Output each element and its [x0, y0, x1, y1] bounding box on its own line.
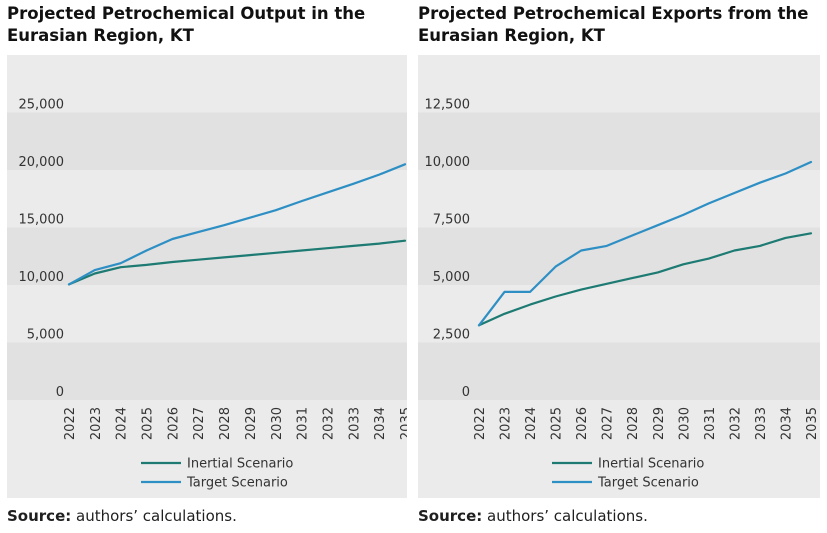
source-label: Source: — [7, 507, 72, 525]
x-tick-label: 2034 — [373, 407, 388, 440]
exports-line-chart: 0 2,500 5,000 7,500 10,000 12,500 2022 2023 2024… — [418, 55, 820, 498]
x-tick-label: 2022 — [473, 407, 488, 440]
x-tick-label: 2032 — [728, 407, 743, 440]
grid-band — [418, 112, 820, 170]
exports-chart-panel: Projected Petrochemical Exports from the… — [418, 0, 821, 533]
grid-band — [7, 227, 407, 285]
y-tick-label: 5,000 — [27, 328, 64, 343]
source-text: authors’ calculations. — [482, 507, 648, 525]
legend-label: Inertial Scenario — [187, 457, 293, 472]
x-tick-label: 2025 — [550, 407, 565, 440]
x-tick-label: 2024 — [115, 407, 130, 440]
grid-band — [7, 55, 407, 113]
source-label: Source: — [418, 507, 483, 525]
legend-label: Inertial Scenario — [598, 457, 704, 472]
source-text: authors’ calculations. — [71, 507, 237, 525]
y-tick-label: 0 — [56, 385, 64, 400]
grid-band — [418, 227, 820, 285]
grid-band — [418, 170, 820, 228]
y-tick-label: 2,500 — [433, 328, 470, 343]
source-note: Source: authors’ calculations. — [7, 507, 237, 525]
legend-label: Target Scenario — [597, 476, 699, 491]
y-tick-label: 10,000 — [425, 155, 471, 170]
x-tick-label: 2026 — [575, 407, 590, 440]
x-tick-label: 2029 — [244, 407, 259, 440]
y-tick-label: 7,500 — [433, 213, 470, 228]
x-tick-label: 2031 — [703, 407, 718, 440]
y-tick-label: 5,000 — [433, 270, 470, 285]
output-line-chart: 0 5,000 10,000 15,000 20,000 25,000 2022 2023 20… — [7, 55, 407, 498]
grid-band — [7, 285, 407, 343]
output-chart-panel: Projected Petrochemical Output in the Eu… — [7, 0, 410, 533]
grid-band — [418, 285, 820, 343]
x-tick-label: 2022 — [63, 407, 78, 440]
source-note: Source: authors’ calculations. — [418, 507, 648, 525]
grid-band — [7, 170, 407, 228]
chart-title: Projected Petrochemical Exports from the… — [418, 4, 809, 45]
x-tick-label: 2033 — [347, 407, 362, 440]
series-line — [477, 232, 813, 327]
y-tick-label: 20,000 — [19, 155, 65, 170]
y-tick-label: 10,000 — [19, 270, 65, 285]
legend-label: Target Scenario — [186, 476, 288, 491]
grid-band — [7, 342, 407, 400]
x-tick-label: 2023 — [499, 407, 514, 440]
x-tick-label: 2032 — [321, 407, 336, 440]
series-line — [67, 163, 407, 286]
x-tick-label: 2023 — [89, 407, 104, 440]
y-tick-label: 15,000 — [19, 213, 65, 228]
x-tick-label: 2034 — [779, 407, 794, 440]
chart-title: Projected Petrochemical Output in the Eu… — [7, 4, 366, 45]
x-tick-label: 2030 — [270, 407, 285, 440]
x-tick-label: 2027 — [601, 407, 616, 440]
x-tick-label: 2031 — [296, 407, 311, 440]
x-tick-label: 2029 — [652, 407, 667, 440]
x-tick-label: 2026 — [166, 407, 181, 440]
x-tick-label: 2027 — [192, 407, 207, 440]
x-tick-label: 2035 — [399, 407, 407, 440]
y-tick-label: 0 — [462, 385, 470, 400]
grid-band — [418, 55, 820, 113]
y-tick-label: 25,000 — [19, 98, 65, 113]
x-tick-label: 2024 — [524, 407, 539, 440]
series-line — [477, 160, 813, 327]
grid-band — [418, 342, 820, 400]
series-line — [67, 239, 407, 286]
grid-band — [7, 112, 407, 170]
x-tick-label: 2033 — [754, 407, 769, 440]
y-tick-label: 12,500 — [425, 98, 471, 113]
x-tick-label: 2025 — [141, 407, 156, 440]
x-tick-label: 2028 — [218, 407, 233, 440]
x-tick-label: 2030 — [677, 407, 692, 440]
x-tick-label: 2035 — [805, 407, 820, 440]
x-tick-label: 2028 — [626, 407, 641, 440]
